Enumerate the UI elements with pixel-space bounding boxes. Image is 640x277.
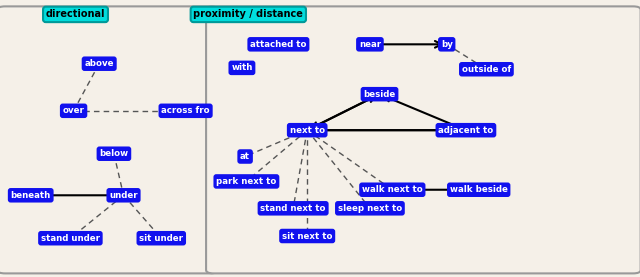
Text: next to: next to [290, 126, 324, 135]
Text: under: under [109, 191, 138, 200]
Text: sleep next to: sleep next to [338, 204, 402, 213]
Text: stand next to: stand next to [260, 204, 326, 213]
Text: directional: directional [46, 9, 105, 19]
Text: at: at [240, 152, 250, 161]
Text: below: below [99, 149, 129, 158]
Text: by: by [441, 40, 452, 49]
Text: across fro: across fro [161, 106, 210, 115]
Text: attached to: attached to [250, 40, 307, 49]
Text: with: with [231, 63, 253, 72]
Text: stand under: stand under [41, 234, 100, 243]
Text: proximity / distance: proximity / distance [193, 9, 303, 19]
Text: sit under: sit under [140, 234, 183, 243]
Text: beneath: beneath [11, 191, 51, 200]
Text: over: over [63, 106, 84, 115]
Text: walk beside: walk beside [450, 185, 508, 194]
Text: beside: beside [364, 90, 396, 99]
Text: above: above [84, 59, 114, 68]
Text: park next to: park next to [216, 177, 276, 186]
Text: sit next to: sit next to [282, 232, 332, 240]
FancyBboxPatch shape [0, 6, 218, 273]
Text: adjacent to: adjacent to [438, 126, 493, 135]
Text: near: near [359, 40, 381, 49]
Text: walk next to: walk next to [362, 185, 422, 194]
FancyBboxPatch shape [206, 6, 640, 273]
Text: outside of: outside of [462, 65, 511, 74]
